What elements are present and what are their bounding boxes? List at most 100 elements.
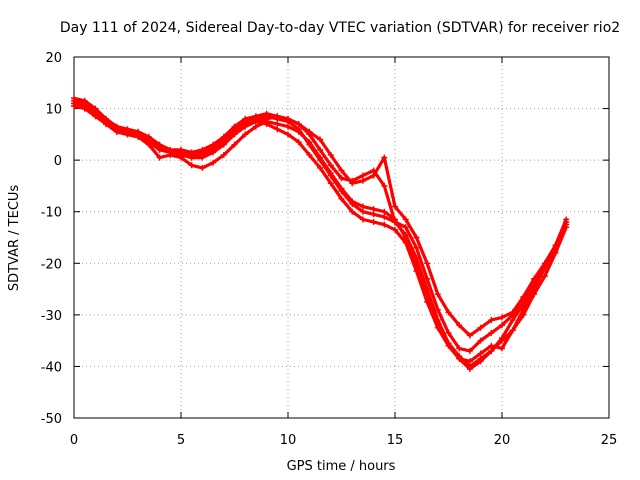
data-point: [81, 97, 88, 104]
data-point: [541, 262, 548, 269]
data-point: [210, 159, 217, 166]
data-point: [178, 146, 184, 153]
y-axis-label: SDTVAR / TECUs: [7, 185, 22, 292]
data-point: [285, 123, 291, 130]
data-point: [71, 95, 77, 102]
data-point: [488, 347, 495, 354]
data-point: [113, 128, 120, 135]
data-point: [295, 139, 302, 146]
data-point: [359, 216, 366, 223]
data-point: [466, 363, 473, 370]
data-point: [220, 151, 227, 158]
data-point: [210, 141, 217, 148]
data-point: [349, 208, 356, 215]
data-point: [359, 208, 366, 215]
x-tick-label: 25: [601, 433, 618, 448]
data-point: [274, 121, 281, 128]
data-point: [424, 275, 431, 282]
data-point: [92, 110, 99, 117]
data-point: [306, 151, 313, 158]
data-point: [338, 167, 345, 174]
data-point: [242, 115, 249, 122]
data-point: [338, 185, 345, 192]
data-point: [477, 324, 484, 331]
x-tick-label: 20: [494, 433, 511, 448]
series-track-5: [71, 100, 570, 370]
data-point: [499, 345, 505, 352]
y-tick-label: -30: [41, 309, 62, 324]
data-point: [231, 123, 238, 130]
data-point: [359, 172, 366, 179]
data-point: [92, 105, 99, 112]
y-tick-label: 20: [45, 51, 62, 66]
data-point: [327, 180, 334, 187]
data-point: [252, 118, 259, 125]
data-point: [445, 309, 452, 316]
data-point: [424, 260, 431, 267]
data-point: [392, 226, 398, 233]
data-point: [359, 203, 366, 210]
data-point: [338, 195, 345, 202]
data-point: [349, 180, 356, 187]
data-point: [509, 317, 516, 324]
data-point: [509, 309, 516, 316]
data-point: [413, 234, 420, 241]
data-point: [252, 113, 259, 120]
data-point: [124, 131, 131, 138]
data-point: [295, 121, 302, 128]
data-point: [178, 154, 184, 161]
data-point: [381, 208, 388, 215]
data-point: [370, 211, 377, 218]
data-point: [466, 332, 473, 339]
data-point: [531, 283, 538, 290]
data-point: [456, 345, 463, 352]
data-point: [424, 291, 431, 298]
series-track-3: [71, 95, 570, 354]
data-point: [199, 146, 206, 153]
data-point: [509, 327, 516, 334]
data-point: [210, 146, 217, 153]
data-point: [188, 149, 195, 156]
data-point: [370, 172, 377, 179]
data-point: [199, 151, 206, 158]
data-point: [71, 100, 77, 107]
data-point: [167, 151, 174, 158]
data-point: [327, 162, 334, 169]
data-point: [124, 126, 131, 133]
data-point: [445, 329, 452, 336]
data-point: [499, 322, 505, 329]
y-tick-label: -20: [41, 257, 62, 272]
data-point: [520, 301, 527, 308]
data-point: [413, 244, 420, 251]
data-point: [520, 293, 527, 300]
data-point: [242, 121, 249, 128]
data-point: [81, 102, 88, 109]
y-axis-ticks: -50 -40 -30 -20 -10 0 10 20: [41, 51, 609, 427]
data-point: [317, 164, 324, 171]
data-point: [434, 306, 441, 313]
data-point: [456, 353, 463, 360]
x-tick-label: 0: [70, 433, 78, 448]
data-point: [381, 182, 388, 189]
data-point: [552, 242, 559, 249]
data-point: [488, 329, 495, 336]
data-point: [359, 177, 366, 184]
data-point: [252, 123, 259, 130]
x-axis-ticks: 0 5 10 15 20 25: [70, 57, 617, 448]
data-point: [402, 234, 409, 241]
data-point: [103, 115, 110, 122]
data-point: [113, 123, 120, 130]
data-point: [188, 154, 195, 161]
data-point: [541, 273, 548, 280]
data-point: [145, 136, 152, 143]
data-point: [317, 146, 324, 153]
data-point: [317, 154, 324, 161]
chart-title: Day 111 of 2024, Sidereal Day-to-day VTE…: [60, 20, 620, 36]
data-point: [220, 139, 227, 146]
data-point: [456, 322, 463, 329]
data-point: [488, 317, 495, 324]
data-point: [220, 133, 227, 140]
x-tick-label: 5: [177, 433, 185, 448]
